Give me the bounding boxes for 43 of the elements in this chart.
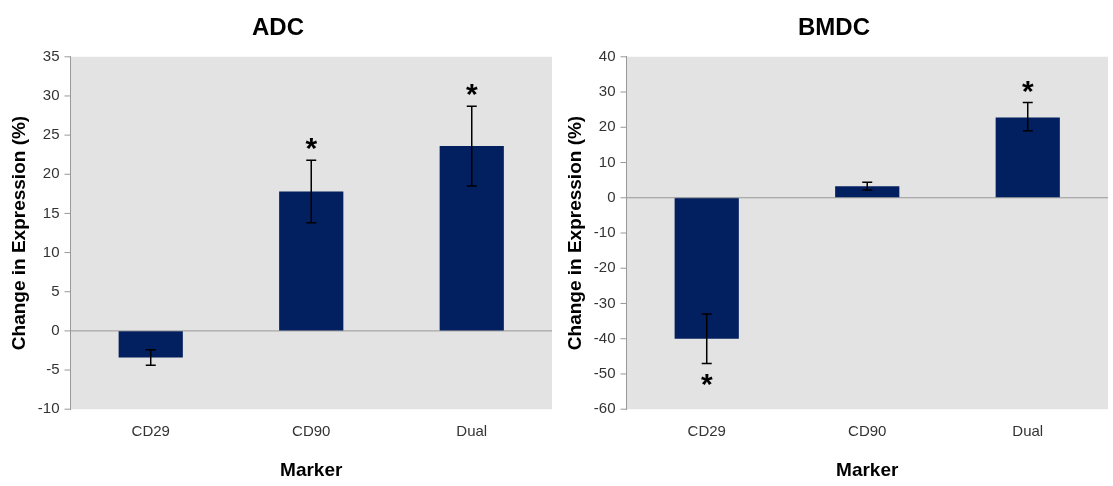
annotation: * xyxy=(700,366,713,400)
y-tick-label: 40 xyxy=(598,46,616,64)
y-tick-label: 35 xyxy=(42,46,60,64)
y-tick-label: 25 xyxy=(42,125,60,143)
bar xyxy=(279,191,344,331)
x-tick-label: CD90 xyxy=(848,422,887,440)
annotation: * xyxy=(1021,73,1034,107)
y-tick-label: -20 xyxy=(593,258,616,276)
x-axis-title: Marker xyxy=(836,458,899,480)
y-tick-label: -30 xyxy=(593,293,616,311)
x-tick-label: CD29 xyxy=(687,422,726,440)
y-tick-label: 10 xyxy=(598,152,616,170)
y-axis-title: Change in Expression (%) xyxy=(563,115,585,351)
annotation: * xyxy=(305,131,318,165)
bar xyxy=(439,146,504,331)
y-tick-label: 30 xyxy=(42,86,60,104)
bar xyxy=(835,186,900,198)
x-axis-title: Marker xyxy=(280,458,343,480)
y-tick-label: 20 xyxy=(598,117,616,135)
x-tick-label: CD29 xyxy=(131,422,170,440)
bar xyxy=(995,117,1060,198)
y-tick-label: -60 xyxy=(593,399,616,417)
y-tick-label: 10 xyxy=(42,242,60,260)
y-tick-label: 5 xyxy=(51,281,60,299)
y-tick-label: -50 xyxy=(593,364,616,382)
y-tick-label: -5 xyxy=(46,360,60,378)
y-tick-label: 0 xyxy=(607,187,616,205)
y-tick-label: -40 xyxy=(593,328,616,346)
annotation: * xyxy=(465,77,478,111)
bar xyxy=(118,330,183,358)
y-tick-label: -10 xyxy=(593,223,616,241)
x-tick-label: Dual xyxy=(1012,422,1044,440)
y-tick-label: 30 xyxy=(598,82,616,100)
y-axis-title: Change in Expression (%) xyxy=(7,115,29,351)
chart-title: ADC xyxy=(252,13,304,41)
x-tick-label: Dual xyxy=(456,422,488,440)
bar xyxy=(674,197,739,339)
y-tick-label: 15 xyxy=(42,203,60,221)
chart-title: BMDC xyxy=(798,13,870,41)
y-tick-label: 0 xyxy=(51,321,60,339)
x-tick-label: CD90 xyxy=(292,422,331,440)
y-tick-label: 20 xyxy=(42,164,60,182)
y-tick-label: -10 xyxy=(37,399,60,417)
